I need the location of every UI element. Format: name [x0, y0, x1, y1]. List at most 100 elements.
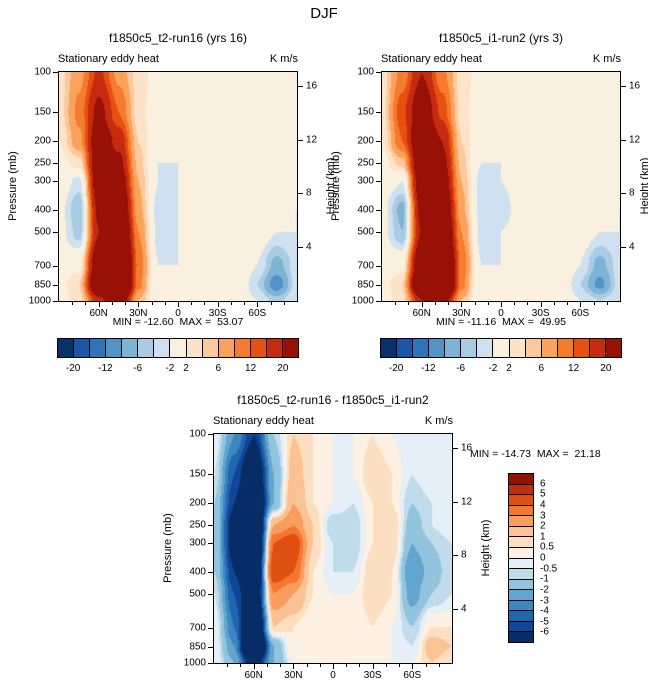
pressure-tick — [208, 434, 213, 435]
pressure-tick-label: 400 — [34, 204, 51, 216]
latitude-minor-tick — [280, 664, 282, 667]
colorbar-cell — [589, 338, 606, 358]
latitude-tick-label: 60S — [248, 308, 267, 319]
latitude-major-tick — [501, 302, 502, 307]
colorbar-cell — [250, 338, 267, 358]
colorbar-cell — [508, 526, 534, 538]
latitude-tick-label: 60N — [244, 670, 263, 681]
height-tick-label: 8 — [306, 187, 312, 199]
height-tick — [621, 85, 626, 87]
latitude-tick-label: 30S — [208, 308, 227, 319]
pressure-tick — [208, 646, 213, 648]
latitude-major-tick — [293, 664, 295, 669]
colorbar-difference: 6 5 4 3 2 1 0.5 0 -0.5 -1 -2 -3 -4 -5 -6 — [508, 473, 557, 643]
pressure-tick-label: 500 — [34, 226, 51, 238]
pressure-tick — [376, 181, 381, 183]
contour-canvas — [214, 434, 452, 663]
colorbar-cell — [557, 338, 574, 358]
colorbar-cell — [508, 632, 534, 643]
pressure-tick-label: 1000 — [351, 295, 374, 307]
pressure-tick-label: 850 — [357, 279, 374, 291]
colorbar-label: 0.5 — [540, 541, 554, 553]
pressure-tick — [53, 301, 58, 302]
colorbar-cell — [122, 338, 139, 358]
colorbar-cell — [605, 338, 622, 358]
latitude-major-tick — [412, 664, 414, 669]
pressure-tick-label: 200 — [357, 135, 374, 147]
colorbar-label: -1 — [540, 573, 549, 585]
latitude-minor-tick — [244, 302, 246, 305]
latitude-minor-tick — [395, 302, 397, 305]
pressure-tick-label: 100 — [34, 66, 51, 78]
latitude-major-tick — [540, 302, 542, 307]
pressure-tick-label: 200 — [34, 135, 51, 147]
colorbar-cell — [202, 338, 219, 358]
colorbar-label: -3 — [540, 595, 549, 606]
pressure-tick — [376, 301, 381, 302]
minmax-label: MIN = -12.60 MAX = 53.07 — [112, 316, 244, 328]
colorbar-cell — [541, 338, 558, 358]
latitude-major-tick — [178, 302, 179, 307]
pressure-tick-label: 100 — [357, 66, 374, 78]
latitude-minor-tick — [434, 302, 436, 305]
colorbar-label: -2 — [540, 584, 549, 596]
colorbar-label: -12 — [98, 363, 113, 374]
pressure-tick — [53, 284, 58, 286]
colorbar-label: 2 — [506, 363, 512, 374]
latitude-minor-tick — [438, 664, 440, 667]
colorbar-label: 6 — [540, 478, 546, 490]
pressure-tick — [208, 663, 213, 664]
latitude-major-tick — [333, 664, 334, 669]
contour-canvas — [59, 72, 297, 301]
contour-plot-run16: 60N 30N 0 30S 60S 100 150 200 250 300 400 500 700 850… — [29, 67, 317, 320]
colorbar-cell — [477, 338, 494, 358]
colorbar-cell — [508, 611, 534, 622]
pressure-tick-label: 700 — [357, 260, 374, 272]
colorbar-cell — [508, 547, 534, 559]
colorbar-label: 6 — [538, 363, 545, 374]
pressure-tick — [376, 209, 381, 211]
colorbar-cell — [154, 338, 171, 358]
field-label: Stationary eddy heat — [58, 53, 159, 65]
latitude-minor-tick — [399, 664, 401, 667]
pressure-tick — [376, 163, 381, 165]
latitude-tick-label: 0 — [498, 308, 504, 319]
pressure-tick-label: 700 — [189, 622, 206, 634]
colorbar-cell — [90, 338, 107, 358]
pressure-tick — [53, 232, 58, 234]
latitude-tick-label: 60N — [412, 308, 431, 319]
pressure-tick-label: 850 — [34, 279, 51, 291]
height-axis-label: Height (km) — [480, 519, 492, 577]
height-tick-label: 4 — [629, 241, 635, 253]
colorbar-label: 5 — [540, 488, 546, 500]
colorbar-cell — [508, 590, 534, 601]
latitude-minor-tick — [527, 302, 529, 305]
colorbar-run16: -20 -12 -6 -2 2 6 12 20 — [57, 338, 299, 374]
latitude-tick-label: 30S — [531, 308, 550, 319]
panel-run2: f1850c5_i1-run2 (yrs 3) Stationary eddy … — [323, 26, 648, 382]
height-tick — [453, 609, 458, 611]
colorbar-cell — [170, 338, 187, 358]
latitude-minor-tick — [306, 664, 308, 667]
height-tick — [621, 247, 626, 249]
colorbar-cell — [234, 338, 251, 358]
latitude-tick-label: 30N — [284, 670, 303, 681]
panel-run16: f1850c5_t2-run16 (yrs 16) Stationary edd… — [0, 26, 337, 382]
latitude-minor-tick — [266, 664, 268, 667]
height-tick — [298, 139, 303, 141]
colorbar-cell — [508, 621, 534, 633]
pressure-tick-label: 700 — [34, 260, 51, 272]
latitude-major-tick — [461, 302, 463, 307]
latitude-minor-tick — [359, 664, 361, 667]
height-tick — [621, 193, 626, 195]
figure-title: DJF — [310, 5, 338, 22]
height-tick-label: 16 — [306, 80, 318, 92]
colorbar-cell — [508, 558, 534, 570]
latitude-major-tick — [421, 302, 423, 307]
units-label: K m/s — [424, 415, 453, 427]
latitude-tick-label: 30N — [129, 308, 148, 319]
colorbar-label: -4 — [540, 605, 549, 617]
latitude-minor-tick — [227, 664, 229, 667]
colorbar-cell — [106, 338, 123, 358]
pressure-tick-label: 300 — [357, 175, 374, 187]
